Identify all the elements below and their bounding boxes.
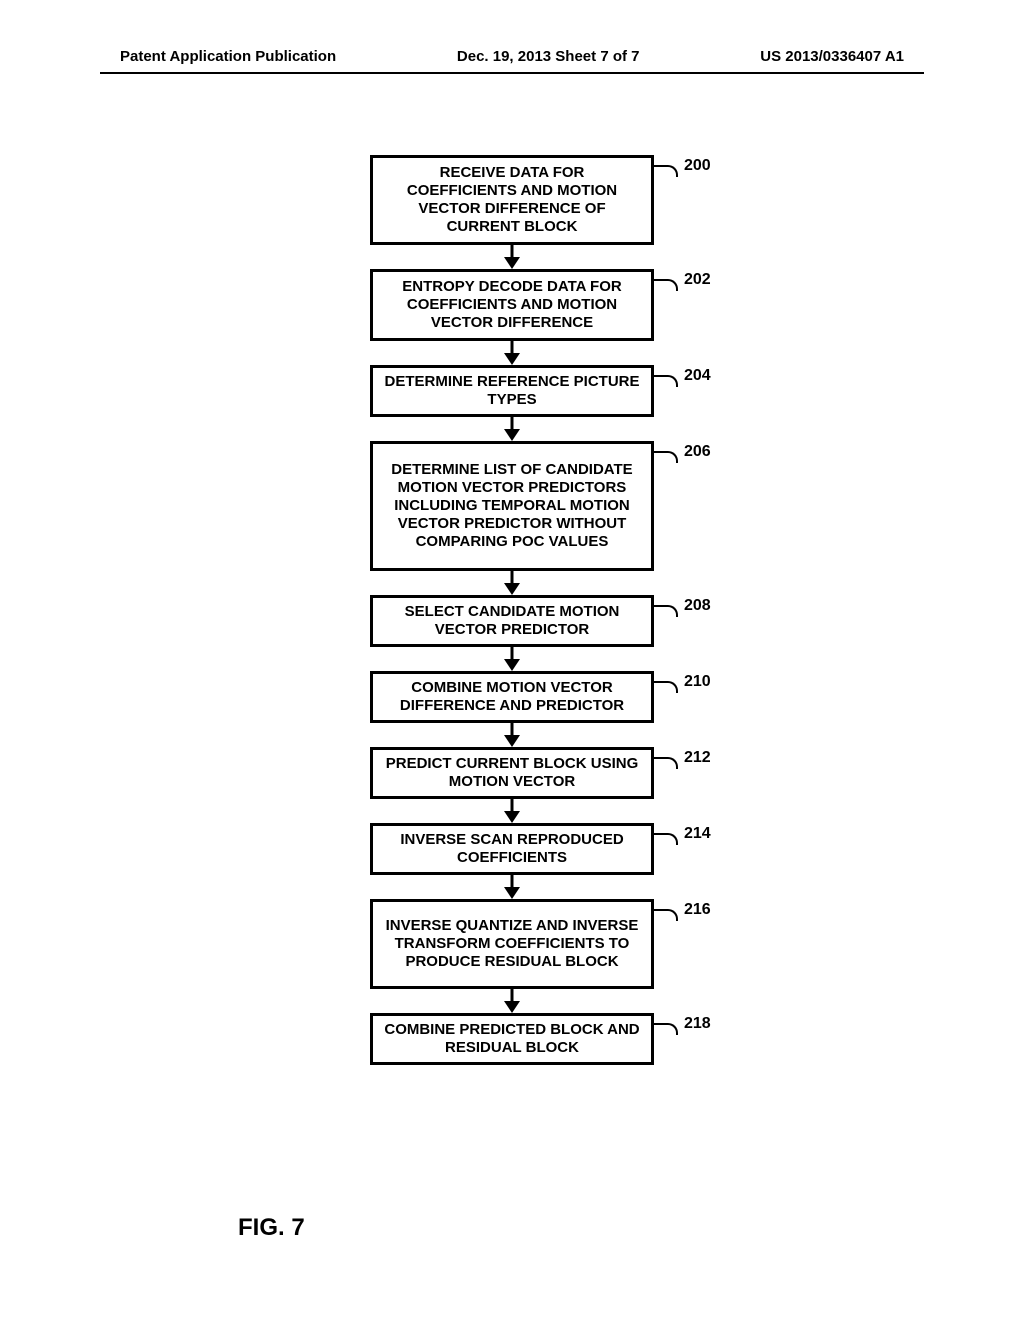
figure-label: FIG. 7 <box>238 1214 305 1242</box>
header-center: Dec. 19, 2013 Sheet 7 of 7 <box>457 48 640 65</box>
flow-node: DETERMINE REFERENCE PICTURE TYPES <box>370 365 654 417</box>
flow-node-label: DETERMINE REFERENCE PICTURE TYPES <box>383 373 641 409</box>
flow-node-ref: 216 <box>684 901 711 919</box>
header-left: Patent Application Publication <box>120 48 336 65</box>
ref-leader <box>654 605 678 617</box>
flow-node-label: INVERSE SCAN REPRODUCED COEFFICIENTS <box>383 831 641 867</box>
header-rule <box>100 72 924 74</box>
ref-leader <box>654 375 678 387</box>
flow-node-label: DETERMINE LIST OF CANDIDATE MOTION VECTO… <box>383 461 641 551</box>
flow-node: RECEIVE DATA FOR COEFFICIENTS AND MOTION… <box>370 155 654 245</box>
ref-leader <box>654 681 678 693</box>
flow-arrow <box>492 647 532 671</box>
flow-node: DETERMINE LIST OF CANDIDATE MOTION VECTO… <box>370 441 654 571</box>
flow-node: ENTROPY DECODE DATA FOR COEFFICIENTS AND… <box>370 269 654 341</box>
flow-node-ref: 214 <box>684 825 711 843</box>
flow-node-label: COMBINE PREDICTED BLOCK AND RESIDUAL BLO… <box>383 1021 641 1057</box>
flow-arrow <box>492 245 532 269</box>
flow-arrow <box>492 875 532 899</box>
ref-leader <box>654 451 678 463</box>
ref-leader <box>654 833 678 845</box>
ref-leader <box>654 279 678 291</box>
flow-node-ref: 200 <box>684 157 711 175</box>
page-header: Patent Application Publication Dec. 19, … <box>0 48 1024 65</box>
flow-node-ref: 212 <box>684 749 711 767</box>
flow-node-label: RECEIVE DATA FOR COEFFICIENTS AND MOTION… <box>383 164 641 236</box>
flow-node-label: SELECT CANDIDATE MOTION VECTOR PREDICTOR <box>383 603 641 639</box>
flow-node: INVERSE SCAN REPRODUCED COEFFICIENTS <box>370 823 654 875</box>
flow-node-label: PREDICT CURRENT BLOCK USING MOTION VECTO… <box>383 755 641 791</box>
ref-leader <box>654 1023 678 1035</box>
flow-node: COMBINE MOTION VECTOR DIFFERENCE AND PRE… <box>370 671 654 723</box>
flow-node-ref: 202 <box>684 271 711 289</box>
flow-node-ref: 218 <box>684 1015 711 1033</box>
flow-node: COMBINE PREDICTED BLOCK AND RESIDUAL BLO… <box>370 1013 654 1065</box>
flow-node-ref: 210 <box>684 673 711 691</box>
header-right: US 2013/0336407 A1 <box>760 48 904 65</box>
flow-node-ref: 204 <box>684 367 711 385</box>
flow-node: PREDICT CURRENT BLOCK USING MOTION VECTO… <box>370 747 654 799</box>
flow-node-label: ENTROPY DECODE DATA FOR COEFFICIENTS AND… <box>383 278 641 332</box>
flow-node-ref: 206 <box>684 443 711 461</box>
ref-leader <box>654 165 678 177</box>
flow-arrow <box>492 571 532 595</box>
flow-arrow <box>492 989 532 1013</box>
flow-arrow <box>492 799 532 823</box>
flow-node-label: INVERSE QUANTIZE AND INVERSE TRANSFORM C… <box>383 917 641 971</box>
flow-arrow <box>492 417 532 441</box>
flow-node: SELECT CANDIDATE MOTION VECTOR PREDICTOR <box>370 595 654 647</box>
flow-node: INVERSE QUANTIZE AND INVERSE TRANSFORM C… <box>370 899 654 989</box>
ref-leader <box>654 757 678 769</box>
flow-node-label: COMBINE MOTION VECTOR DIFFERENCE AND PRE… <box>383 679 641 715</box>
ref-leader <box>654 909 678 921</box>
flow-arrow <box>492 341 532 365</box>
flow-node-ref: 208 <box>684 597 711 615</box>
flow-arrow <box>492 723 532 747</box>
